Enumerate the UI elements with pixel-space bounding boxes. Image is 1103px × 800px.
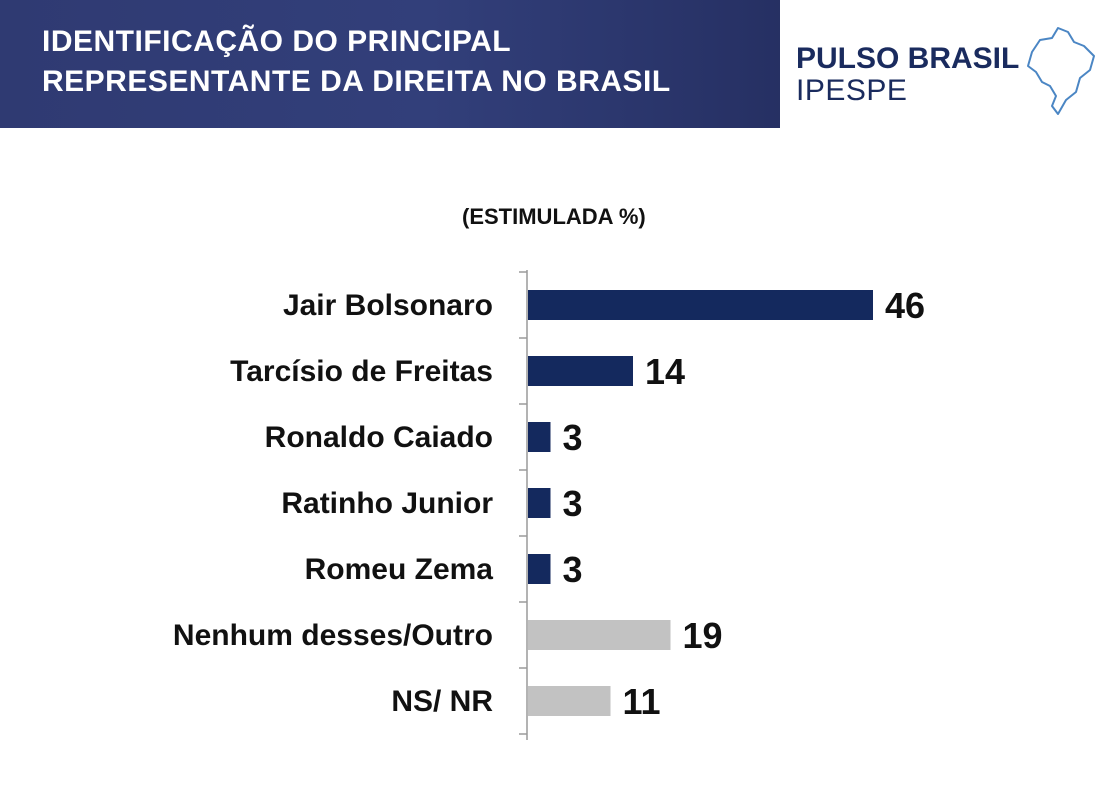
data-label: 3 <box>563 417 583 458</box>
bar-chart: Jair Bolsonaro Tarcísio de Freitas Ronaldo… <box>173 270 926 740</box>
data-label: 46 <box>885 285 925 326</box>
bar <box>528 422 551 452</box>
header-band: IDENTIFICAÇÃO DO PRINCIPAL REPRESENTANTE… <box>0 0 780 128</box>
category-label: Romeu Zema <box>305 553 494 586</box>
bar <box>528 356 633 386</box>
category-label: Jair Bolsonaro <box>283 289 493 322</box>
data-label: 19 <box>683 615 723 656</box>
category-label: Ratinho Junior <box>281 487 493 520</box>
data-label: 14 <box>645 351 685 392</box>
category-label: Tarcísio de Freitas <box>230 355 493 388</box>
pulso-brasil-logo: PULSO BRASIL IPESPE <box>790 14 1103 128</box>
data-label: 11 <box>623 681 661 722</box>
title-line-2: REPRESENTANTE DA DIREITA NO BRASIL <box>42 65 671 98</box>
category-labels: Jair Bolsonaro Tarcísio de Freitas Ronaldo… <box>173 289 493 718</box>
category-label: Ronaldo Caiado <box>265 421 493 454</box>
category-label: NS/ NR <box>391 685 493 718</box>
y-axis <box>519 270 528 740</box>
value-labels: 46 14 3 3 3 19 11 <box>563 285 926 722</box>
data-label: 3 <box>563 483 583 524</box>
bars <box>528 290 873 716</box>
chart-subtitle: (ESTIMULADA %) <box>462 204 646 229</box>
bar <box>528 554 551 584</box>
bar <box>528 290 873 320</box>
title-line-1: IDENTIFICAÇÃO DO PRINCIPAL <box>42 25 512 58</box>
page-title: IDENTIFICAÇÃO DO PRINCIPAL REPRESENTANTE… <box>42 22 671 102</box>
data-label: 3 <box>563 549 583 590</box>
bar <box>528 686 611 716</box>
brazil-map-icon <box>1027 27 1095 115</box>
category-label: Nenhum desses/Outro <box>173 619 493 652</box>
logo-sub: IPESPE <box>796 74 908 107</box>
logo-name: PULSO BRASIL <box>796 42 1020 75</box>
bar <box>528 488 551 518</box>
bar <box>528 620 671 650</box>
